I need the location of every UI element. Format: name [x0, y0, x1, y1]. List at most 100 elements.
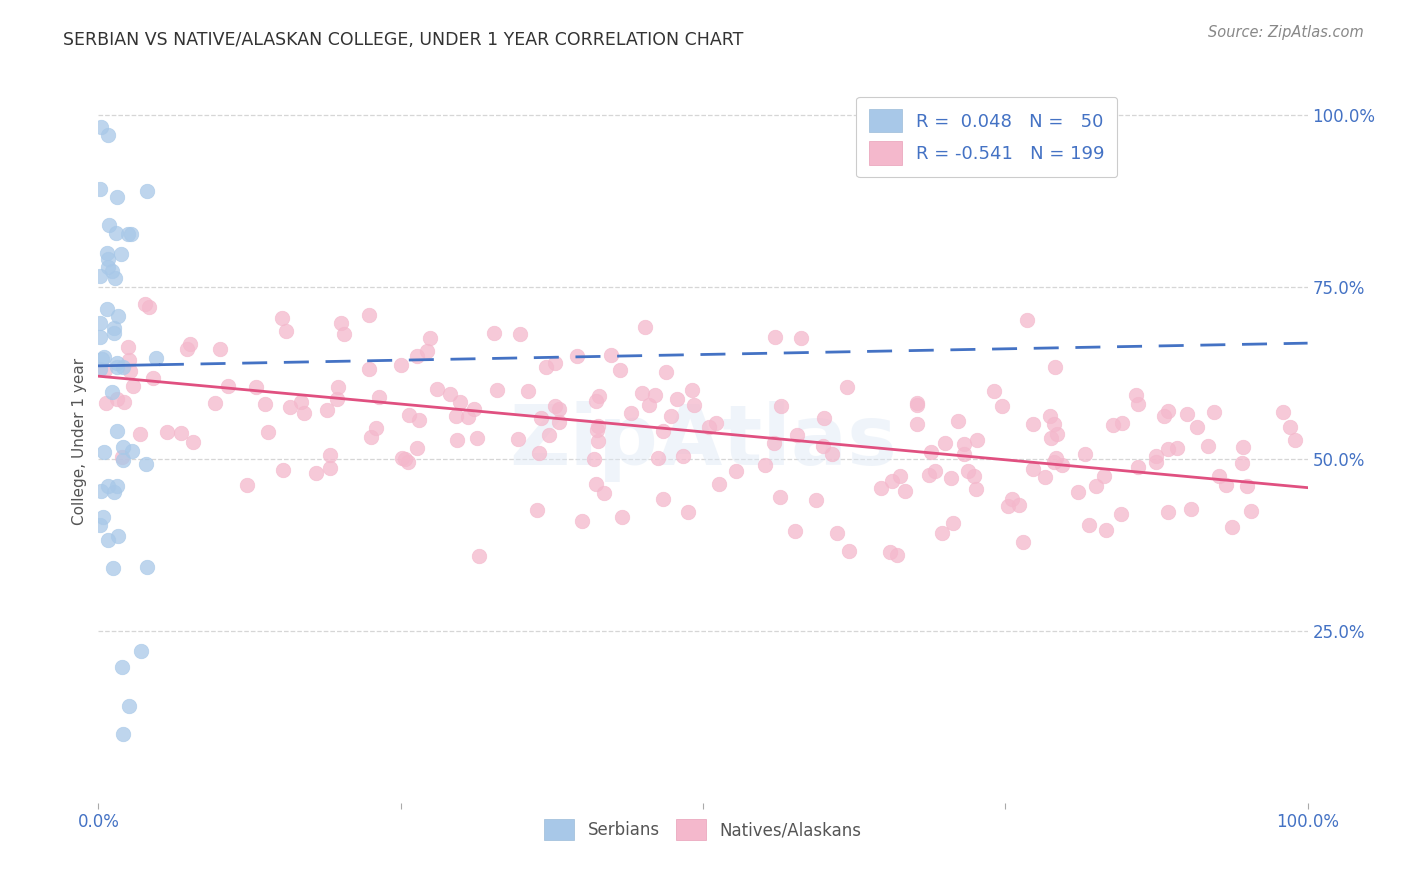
Point [105, 478, 128, 492]
Point [1208, 468, 1230, 483]
Point [89, 268, 111, 283]
Point [304, 467, 326, 481]
Point [103, 485, 125, 500]
Point [538, 428, 561, 442]
Point [1185, 419, 1208, 434]
Point [449, 395, 471, 409]
Point [91, 510, 114, 524]
Point [1236, 478, 1258, 492]
Point [547, 401, 569, 416]
Point [941, 471, 963, 485]
Point [1085, 479, 1108, 493]
Point [707, 477, 730, 491]
Point [948, 414, 970, 428]
Point [1111, 416, 1133, 430]
Point [1050, 458, 1073, 472]
Point [644, 388, 666, 402]
Point [813, 411, 835, 425]
Point [118, 699, 141, 714]
Point [1240, 503, 1263, 517]
Point [952, 447, 974, 461]
Point [118, 353, 141, 368]
Point [406, 442, 429, 456]
Point [1109, 507, 1132, 521]
Point [1074, 447, 1097, 461]
Point [391, 450, 413, 465]
Point [104, 271, 127, 285]
Point [770, 399, 793, 413]
Point [107, 529, 129, 543]
Point [931, 526, 953, 541]
Point [368, 390, 391, 404]
Point [270, 310, 292, 325]
Point [571, 514, 593, 528]
Point [1012, 534, 1035, 549]
Point [97, 252, 120, 266]
Point [1125, 388, 1147, 402]
Point [156, 425, 179, 439]
Point [446, 433, 468, 447]
Point [105, 190, 128, 204]
Y-axis label: College, Under 1 year: College, Under 1 year [72, 358, 87, 525]
Point [683, 398, 706, 412]
Point [1033, 469, 1056, 483]
Point [942, 516, 965, 530]
Point [111, 659, 134, 673]
Point [610, 510, 633, 524]
Point [389, 358, 412, 372]
Point [485, 384, 508, 398]
Point [963, 468, 986, 483]
Point [527, 446, 550, 460]
Point [1215, 478, 1237, 492]
Point [103, 561, 125, 575]
Point [90, 120, 112, 135]
Point [905, 398, 928, 412]
Point [89, 316, 111, 330]
Point [135, 457, 157, 471]
Point [886, 548, 908, 562]
Point [637, 398, 659, 412]
Point [1278, 420, 1301, 434]
Point [93, 445, 115, 459]
Point [135, 559, 157, 574]
Point [111, 727, 134, 741]
Point [142, 370, 165, 384]
Point [957, 464, 980, 478]
Legend: Serbians, Natives/Alaskans: Serbians, Natives/Alaskans [536, 811, 870, 848]
Point [544, 356, 567, 370]
Point [1271, 405, 1294, 419]
Point [1001, 492, 1024, 507]
Point [366, 421, 388, 435]
Point [870, 481, 893, 495]
Point [586, 434, 609, 449]
Point [103, 321, 125, 335]
Text: SERBIAN VS NATIVE/ALASKAN COLLEGE, UNDER 1 YEAR CORRELATION CHART: SERBIAN VS NATIVE/ALASKAN COLLEGE, UNDER… [63, 31, 744, 49]
Point [905, 417, 928, 432]
Point [117, 340, 139, 354]
Point [652, 492, 675, 507]
Point [583, 452, 606, 467]
Point [89, 362, 111, 376]
Point [681, 384, 703, 398]
Point [467, 549, 489, 563]
Point [325, 392, 347, 407]
Point [1146, 455, 1168, 469]
Point [548, 415, 571, 429]
Point [463, 401, 485, 416]
Point [204, 396, 226, 410]
Point [990, 400, 1012, 414]
Point [145, 351, 167, 366]
Point [1092, 468, 1115, 483]
Point [97, 260, 120, 274]
Point [676, 505, 699, 519]
Point [97, 533, 120, 547]
Point [769, 490, 792, 504]
Point [94, 396, 117, 410]
Point [256, 425, 278, 440]
Point [585, 476, 607, 491]
Point [1284, 434, 1306, 448]
Point [516, 384, 538, 399]
Point [1128, 397, 1150, 411]
Point [290, 394, 312, 409]
Point [1157, 442, 1180, 456]
